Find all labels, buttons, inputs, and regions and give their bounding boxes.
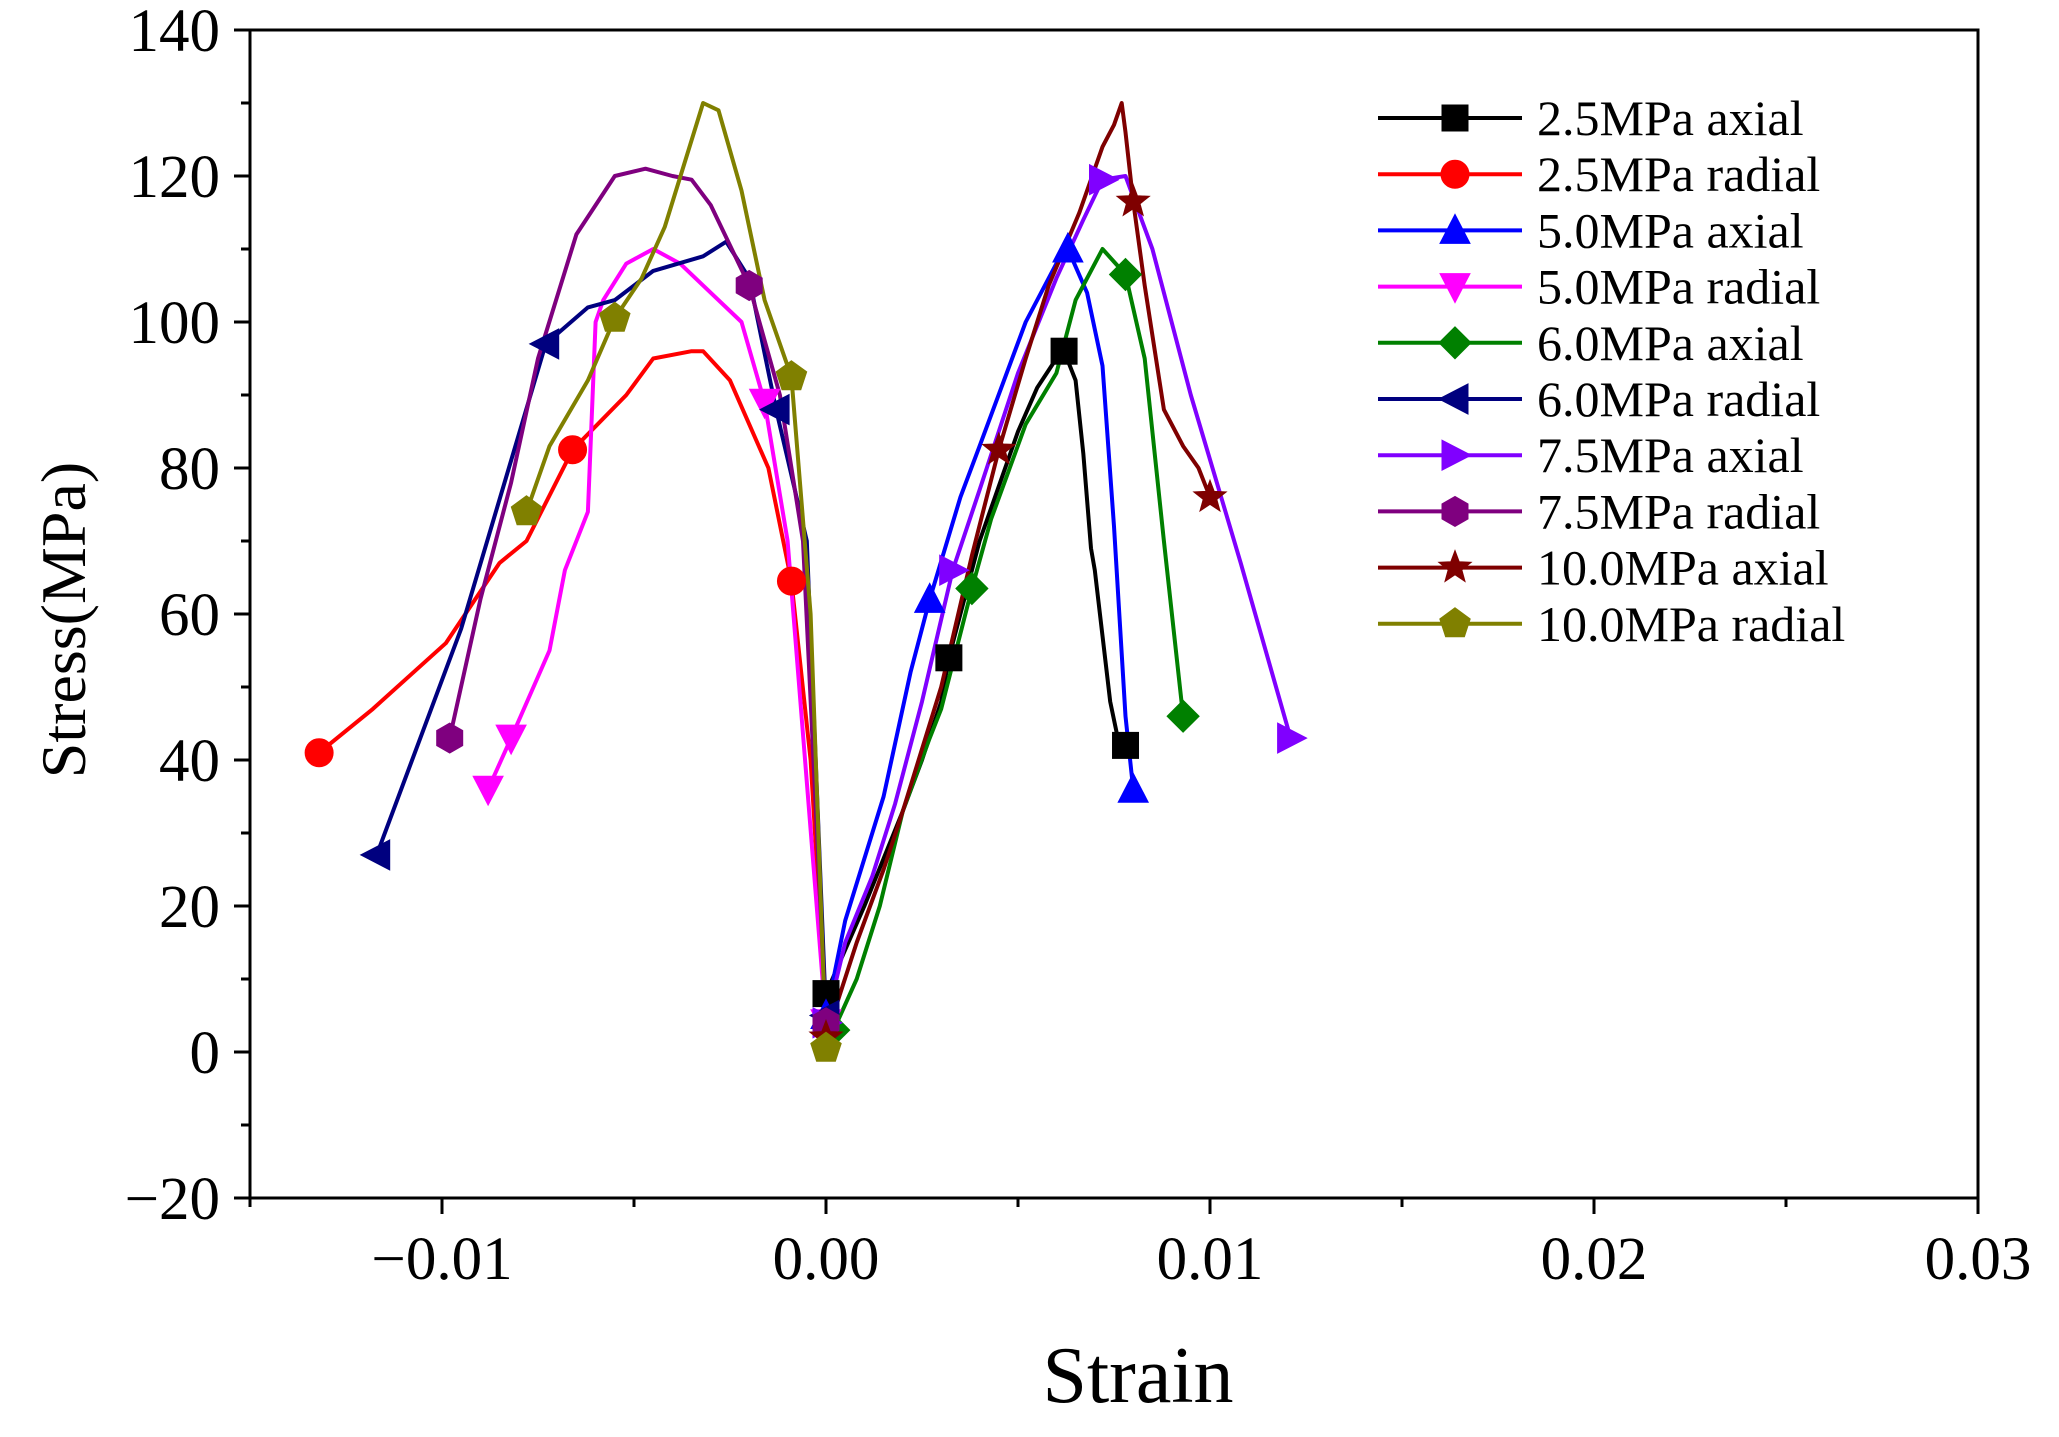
y-tick-label: −20 bbox=[125, 1166, 220, 1233]
data-point-6-0mpa-axial bbox=[955, 571, 989, 606]
legend-marker-5-0mpa-radial bbox=[1439, 273, 1471, 304]
data-point-5-0mpa-axial bbox=[1117, 772, 1150, 803]
data-point-7-5mpa-axial bbox=[1089, 163, 1120, 196]
legend-label: 2.5MPa axial bbox=[1537, 90, 1804, 146]
data-point-7-5mpa-axial bbox=[939, 554, 970, 587]
data-point-6-0mpa-axial bbox=[1166, 699, 1200, 733]
legend-marker-5-0mpa-axial bbox=[1439, 213, 1471, 244]
data-point-10-0mpa-radial bbox=[810, 1031, 842, 1062]
legend-item-2-5mpa-radial: 2.5MPa radial bbox=[1378, 146, 1820, 202]
legend-item-7-5mpa-radial: 7.5MPa radial bbox=[1378, 483, 1820, 539]
data-point-6-0mpa-radial bbox=[759, 393, 790, 426]
legend-label: 5.0MPa radial bbox=[1537, 259, 1820, 315]
data-point-2-5mpa-axial bbox=[1050, 337, 1078, 365]
legend-label: 6.0MPa axial bbox=[1537, 315, 1804, 371]
legend-label: 2.5MPa radial bbox=[1537, 146, 1820, 202]
x-axis-title: Strain bbox=[1042, 1332, 1233, 1420]
series-line-7-5mpa-radial bbox=[447, 166, 828, 1025]
plot-frame bbox=[248, 28, 1980, 1200]
data-point-7-5mpa-axial bbox=[1277, 722, 1308, 754]
data-point-2-5mpa-radial bbox=[776, 566, 806, 596]
y-tick-label: 0 bbox=[190, 1020, 221, 1087]
legend-label: 7.5MPa axial bbox=[1537, 427, 1804, 483]
data-point-7-5mpa-radial bbox=[735, 269, 763, 302]
data-point-10-0mpa-axial bbox=[981, 431, 1017, 465]
y-axis-title: Stress(MPa) bbox=[28, 462, 99, 778]
data-point-7-5mpa-radial bbox=[436, 722, 464, 754]
legend-marker-6-0mpa-radial bbox=[1437, 383, 1469, 415]
data-point-2-5mpa-axial bbox=[1112, 731, 1140, 759]
y-tick-label: 100 bbox=[129, 290, 221, 357]
legend-marker-7-5mpa-axial bbox=[1441, 439, 1473, 472]
legend-item-5-0mpa-radial: 5.0MPa radial bbox=[1378, 259, 1820, 315]
data-point-5-0mpa-axial bbox=[1052, 231, 1084, 263]
legend-item-2-5mpa-axial: 2.5MPa axial bbox=[1378, 90, 1804, 146]
legend-item-6-0mpa-axial: 6.0MPa axial bbox=[1378, 315, 1804, 371]
series-line-6-0mpa-axial bbox=[831, 247, 1186, 1033]
y-tick-label: 140 bbox=[129, 0, 221, 65]
data-point-2-5mpa-axial bbox=[935, 644, 963, 672]
data-point-5-0mpa-radial bbox=[472, 775, 504, 807]
x-tick-label: 0.02 bbox=[1541, 1226, 1648, 1293]
data-point-6-0mpa-radial bbox=[528, 328, 560, 360]
legend-label: 5.0MPa axial bbox=[1537, 202, 1804, 258]
legend-item-10-0mpa-axial: 10.0MPa axial bbox=[1378, 540, 1829, 596]
legend-item-5-0mpa-axial: 5.0MPa axial bbox=[1378, 202, 1804, 258]
y-tick-label: 40 bbox=[159, 728, 220, 795]
legend-marker-7-5mpa-radial bbox=[1441, 495, 1469, 527]
series-line-10-0mpa-axial bbox=[824, 101, 1212, 1040]
legend-marker-10-0mpa-radial bbox=[1439, 607, 1471, 638]
data-point-10-0mpa-axial bbox=[1192, 478, 1228, 513]
legend-item-7-5mpa-axial: 7.5MPa axial bbox=[1378, 427, 1804, 483]
legend-marker-10-0mpa-axial bbox=[1437, 549, 1473, 583]
y-tick-label: 80 bbox=[159, 436, 220, 503]
data-point-10-0mpa-radial bbox=[775, 360, 808, 391]
y-tick-label: 60 bbox=[159, 582, 220, 649]
data-point-10-0mpa-axial bbox=[1115, 183, 1151, 217]
data-point-6-0mpa-axial bbox=[1108, 257, 1143, 292]
x-tick-labels: −0.01 0.00 0.01 0.02 0.03 bbox=[371, 1226, 2031, 1293]
y-tick-label: 120 bbox=[129, 144, 221, 211]
data-point-10-0mpa-radial bbox=[510, 495, 543, 526]
data-point-6-0mpa-radial bbox=[359, 839, 391, 871]
legend-label: 6.0MPa radial bbox=[1537, 371, 1820, 427]
legend-marker-6-0mpa-axial bbox=[1438, 326, 1472, 360]
series-markers bbox=[304, 163, 1308, 1062]
x-tick-label: 0.01 bbox=[1157, 1226, 1264, 1293]
legend-label: 10.0MPa radial bbox=[1537, 596, 1845, 652]
data-point-10-0mpa-radial bbox=[599, 301, 631, 332]
x-tick-label: −0.01 bbox=[371, 1226, 512, 1293]
x-tick-label: 0.00 bbox=[773, 1226, 880, 1293]
legend-marker-2-5mpa-axial bbox=[1441, 104, 1469, 132]
data-point-2-5mpa-radial bbox=[558, 435, 588, 465]
data-point-2-5mpa-radial bbox=[304, 738, 334, 768]
x-tick-label: 0.03 bbox=[1925, 1226, 2032, 1293]
series-line-5-0mpa-axial bbox=[824, 247, 1136, 1018]
data-point-5-0mpa-radial bbox=[495, 724, 527, 756]
y-tick-label: 20 bbox=[159, 874, 220, 941]
y-tick-labels: −20 0 20 40 60 80 100 120 140 bbox=[125, 0, 220, 1233]
legend-marker-2-5mpa-radial bbox=[1440, 159, 1470, 189]
data-point-5-0mpa-axial bbox=[913, 582, 946, 613]
legend-item-10-0mpa-radial: 10.0MPa radial bbox=[1378, 596, 1845, 652]
series-line-5-0mpa-radial bbox=[486, 247, 828, 1025]
legend-label: 7.5MPa radial bbox=[1537, 483, 1820, 539]
legend-item-6-0mpa-radial: 6.0MPa radial bbox=[1378, 371, 1820, 427]
legend-label: 10.0MPa axial bbox=[1537, 540, 1829, 596]
